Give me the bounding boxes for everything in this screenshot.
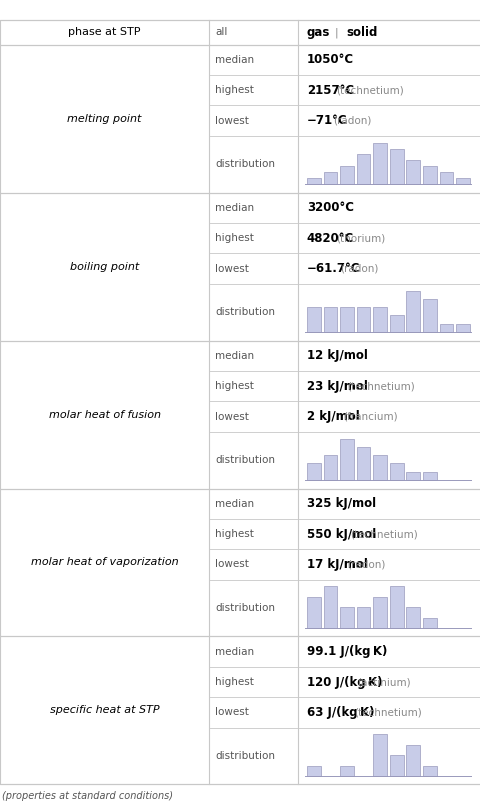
Text: highest: highest — [215, 529, 253, 539]
Bar — [372, 307, 386, 332]
Text: 17 kJ/mol: 17 kJ/mol — [306, 558, 367, 571]
Text: melting point: melting point — [67, 114, 142, 123]
Text: highest: highest — [215, 677, 253, 687]
Bar — [339, 166, 353, 184]
Text: (technetium): (technetium) — [346, 381, 414, 391]
Bar — [339, 607, 353, 628]
Bar — [406, 291, 419, 332]
Text: distribution: distribution — [215, 307, 275, 317]
Bar — [339, 438, 353, 480]
Bar — [456, 178, 469, 184]
Text: |: | — [334, 27, 338, 38]
Bar — [389, 463, 403, 480]
Bar — [422, 299, 436, 332]
Bar — [422, 166, 436, 184]
Bar — [389, 316, 403, 332]
Bar — [372, 597, 386, 628]
Bar — [323, 172, 336, 184]
Bar — [422, 766, 436, 776]
Text: 2 kJ/mol: 2 kJ/mol — [306, 410, 359, 423]
Bar — [422, 617, 436, 628]
Text: highest: highest — [215, 233, 253, 243]
Text: boiling point: boiling point — [70, 261, 139, 272]
Bar — [372, 143, 386, 184]
Text: lowest: lowest — [215, 412, 248, 421]
Text: median: median — [215, 646, 253, 657]
Bar — [356, 307, 370, 332]
Bar — [406, 472, 419, 480]
Text: 12 kJ/mol: 12 kJ/mol — [306, 349, 367, 362]
Text: lowest: lowest — [215, 559, 248, 570]
Bar — [389, 587, 403, 628]
Bar — [389, 148, 403, 184]
Bar — [372, 455, 386, 480]
Text: all: all — [215, 27, 227, 37]
Text: median: median — [215, 55, 253, 65]
Text: distribution: distribution — [215, 455, 275, 465]
Text: solid: solid — [346, 26, 377, 39]
Text: median: median — [215, 499, 253, 508]
Text: 23 kJ/mol: 23 kJ/mol — [306, 379, 367, 393]
Bar — [323, 307, 336, 332]
Text: gas: gas — [306, 26, 330, 39]
Bar — [456, 324, 469, 332]
Bar — [323, 587, 336, 628]
Text: distribution: distribution — [215, 603, 275, 613]
Bar — [439, 172, 452, 184]
Text: distribution: distribution — [215, 751, 275, 761]
Text: (radon): (radon) — [332, 115, 371, 126]
Text: 325 kJ/mol: 325 kJ/mol — [306, 497, 375, 510]
Bar — [356, 447, 370, 480]
Text: median: median — [215, 203, 253, 213]
Text: distribution: distribution — [215, 159, 275, 169]
Text: median: median — [215, 351, 253, 361]
Bar — [406, 745, 419, 776]
Bar — [356, 154, 370, 184]
Bar — [406, 161, 419, 184]
Text: −61.7°C: −61.7°C — [306, 262, 360, 275]
Bar — [323, 455, 336, 480]
Text: lowest: lowest — [215, 708, 248, 717]
Text: −71°C: −71°C — [306, 114, 347, 128]
Text: (technetium): (technetium) — [336, 86, 403, 95]
Text: lowest: lowest — [215, 264, 248, 274]
Bar — [339, 307, 353, 332]
Bar — [356, 607, 370, 628]
Bar — [372, 734, 386, 776]
Text: (francium): (francium) — [343, 412, 397, 421]
Text: 4820°C: 4820°C — [306, 232, 353, 245]
Text: (actinium): (actinium) — [356, 677, 410, 687]
Text: 120 J/(kg K): 120 J/(kg K) — [306, 675, 382, 688]
Text: phase at STP: phase at STP — [68, 27, 141, 37]
Text: (technetium): (technetium) — [353, 708, 420, 717]
Bar — [306, 178, 320, 184]
Bar — [439, 324, 452, 332]
Bar — [306, 307, 320, 332]
Bar — [306, 766, 320, 776]
Text: 550 kJ/mol: 550 kJ/mol — [306, 528, 375, 541]
Text: molar heat of fusion: molar heat of fusion — [48, 410, 160, 420]
Bar — [389, 755, 403, 776]
Text: (thorium): (thorium) — [336, 233, 385, 243]
Bar — [306, 463, 320, 480]
Bar — [339, 766, 353, 776]
Text: lowest: lowest — [215, 115, 248, 126]
Text: 1050°C: 1050°C — [306, 53, 353, 66]
Text: 63 J/(kg K): 63 J/(kg K) — [306, 706, 373, 719]
Text: highest: highest — [215, 86, 253, 95]
Text: (radon): (radon) — [339, 264, 377, 274]
Text: 99.1 J/(kg K): 99.1 J/(kg K) — [306, 645, 386, 659]
Text: 2157°C: 2157°C — [306, 84, 353, 97]
Text: (properties at standard conditions): (properties at standard conditions) — [2, 791, 173, 801]
Text: 3200°C: 3200°C — [306, 201, 353, 215]
Text: molar heat of vaporization: molar heat of vaporization — [31, 558, 178, 567]
Bar — [306, 597, 320, 628]
Text: specific heat at STP: specific heat at STP — [50, 705, 159, 716]
Bar — [406, 607, 419, 628]
Bar — [422, 472, 436, 480]
Text: (radon): (radon) — [346, 559, 384, 570]
Text: (technetium): (technetium) — [349, 529, 417, 539]
Text: highest: highest — [215, 381, 253, 391]
